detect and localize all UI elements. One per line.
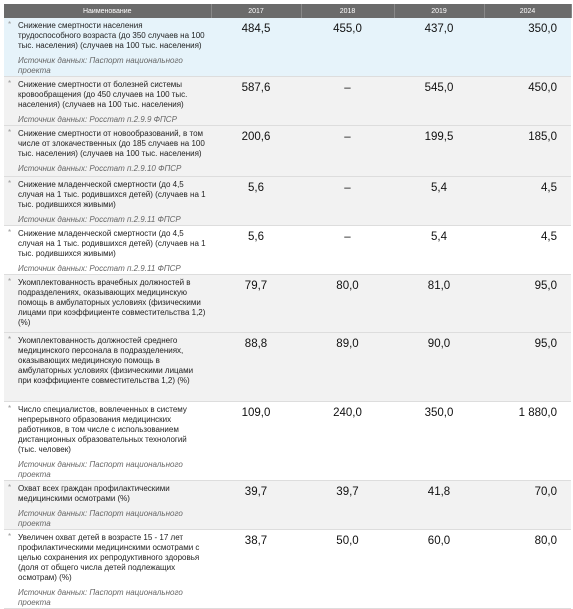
- value-cell: 5,4: [394, 176, 484, 226]
- value-cell: 484,5: [211, 18, 301, 77]
- column-header: 2018: [301, 4, 395, 18]
- indicator-name: Укомплектованность врачебных должностей …: [18, 278, 206, 327]
- value-cell: 185,0: [484, 125, 571, 177]
- value-cell: 41,8: [394, 480, 484, 530]
- value-cell: 587,6: [211, 76, 301, 126]
- column-header: Наименование: [4, 4, 212, 18]
- table-row: Снижение младенческой смертности (до 4,5…: [4, 176, 571, 226]
- data-source: Источник данных: Паспорт национального п…: [18, 460, 183, 479]
- column-header: 2024: [484, 4, 572, 18]
- indicator-name: Снижение младенческой смертности (до 4,5…: [18, 180, 206, 209]
- value-cell: 437,0: [394, 18, 484, 77]
- data-source: Источник данных: Паспорт национального п…: [18, 509, 183, 528]
- column-header: 2017: [211, 4, 302, 18]
- header-row: Наименование 2017 2018 2019 2024: [4, 4, 572, 18]
- value-cell: 5,4: [394, 225, 484, 275]
- value-cell: 545,0: [394, 76, 484, 126]
- data-source: Источник данных: Паспорт национального п…: [18, 588, 183, 607]
- table-row: Снижение смертности от новообразований, …: [4, 125, 571, 177]
- indicator-cell: Снижение младенческой смертности (до 4,5…: [4, 225, 211, 275]
- table-row: Охват всех граждан профилактическими мед…: [4, 480, 571, 530]
- indicator-cell: Снижение смертности от новообразований, …: [4, 125, 211, 177]
- table-row: Снижение младенческой смертности (до 4,5…: [4, 225, 571, 275]
- table-row: Увеличен охват детей в возрасте 15 - 17 …: [4, 529, 571, 609]
- indicator-name: Снижение смертности от новообразований, …: [18, 129, 205, 158]
- value-cell: 39,7: [301, 480, 394, 530]
- value-cell: 350,0: [484, 18, 571, 77]
- indicator-cell: Увеличен охват детей в возрасте 15 - 17 …: [4, 529, 211, 609]
- value-cell: 240,0: [301, 401, 394, 481]
- value-cell: 90,0: [394, 332, 484, 402]
- column-header: 2019: [394, 4, 485, 18]
- value-cell: 450,0: [484, 76, 571, 126]
- indicator-cell: Укомплектованность должностей среднего м…: [4, 332, 211, 402]
- value-cell: 5,6: [211, 225, 301, 275]
- value-cell: –: [301, 225, 394, 275]
- value-cell: 80,0: [484, 529, 571, 609]
- indicator-cell: Снижение младенческой смертности (до 4,5…: [4, 176, 211, 226]
- data-source: Источник данных: Паспорт национального п…: [18, 56, 183, 75]
- indicator-cell: Охват всех граждан профилактическими мед…: [4, 480, 211, 530]
- value-cell: 38,7: [211, 529, 301, 609]
- data-source: Источник данных: Росстат п.2.9.11 ФПСР: [18, 264, 181, 273]
- value-cell: 109,0: [211, 401, 301, 481]
- value-cell: 95,0: [484, 274, 571, 333]
- table-row: Укомплектованность врачебных должностей …: [4, 274, 571, 333]
- indicator-cell: Снижение смертности от болезней системы …: [4, 76, 211, 126]
- value-cell: 199,5: [394, 125, 484, 177]
- value-cell: –: [301, 176, 394, 226]
- table-row: Укомплектованность должностей среднего м…: [4, 332, 571, 402]
- value-cell: 89,0: [301, 332, 394, 402]
- table-row: Снижение смертности от болезней системы …: [4, 76, 571, 126]
- value-cell: 4,5: [484, 225, 571, 275]
- value-cell: 88,8: [211, 332, 301, 402]
- value-cell: 200,6: [211, 125, 301, 177]
- value-cell: 80,0: [301, 274, 394, 333]
- data-source: Источник данных: Росстат п.2.9.11 ФПСР: [18, 215, 181, 224]
- value-cell: 50,0: [301, 529, 394, 609]
- table-row: Число специалистов, вовлеченных в систем…: [4, 401, 571, 481]
- value-cell: 95,0: [484, 332, 571, 402]
- value-cell: 1 880,0: [484, 401, 571, 481]
- indicator-name: Снижение смертности населения трудоспосо…: [18, 21, 205, 50]
- value-cell: 455,0: [301, 18, 394, 77]
- value-cell: 60,0: [394, 529, 484, 609]
- table-row: Снижение смертности населения трудоспосо…: [4, 18, 571, 77]
- data-source: Источник данных: Росстат п.2.9.10 ФПСР: [18, 164, 182, 173]
- value-cell: 4,5: [484, 176, 571, 226]
- indicator-name: Увеличен охват детей в возрасте 15 - 17 …: [18, 533, 200, 582]
- indicator-name: Укомплектованность должностей среднего м…: [18, 336, 194, 385]
- value-cell: 81,0: [394, 274, 484, 333]
- value-cell: 79,7: [211, 274, 301, 333]
- value-cell: 5,6: [211, 176, 301, 226]
- indicator-name: Снижение смертности от болезней системы …: [18, 80, 188, 109]
- value-cell: –: [301, 76, 394, 126]
- indicator-cell: Укомплектованность врачебных должностей …: [4, 274, 211, 333]
- table-body: Снижение смертности населения трудоспосо…: [4, 18, 571, 609]
- value-cell: –: [301, 125, 394, 177]
- value-cell: 39,7: [211, 480, 301, 530]
- value-cell: 70,0: [484, 480, 571, 530]
- data-source: Источник данных: Росстат п.2.9.9 ФПСР: [18, 115, 177, 124]
- indicator-cell: Число специалистов, вовлеченных в систем…: [4, 401, 211, 481]
- indicator-name: Охват всех граждан профилактическими мед…: [18, 484, 170, 503]
- indicator-name: Число специалистов, вовлеченных в систем…: [18, 405, 187, 454]
- value-cell: 350,0: [394, 401, 484, 481]
- indicator-cell: Снижение смертности населения трудоспосо…: [4, 18, 211, 77]
- indicator-name: Снижение младенческой смертности (до 4,5…: [18, 229, 206, 258]
